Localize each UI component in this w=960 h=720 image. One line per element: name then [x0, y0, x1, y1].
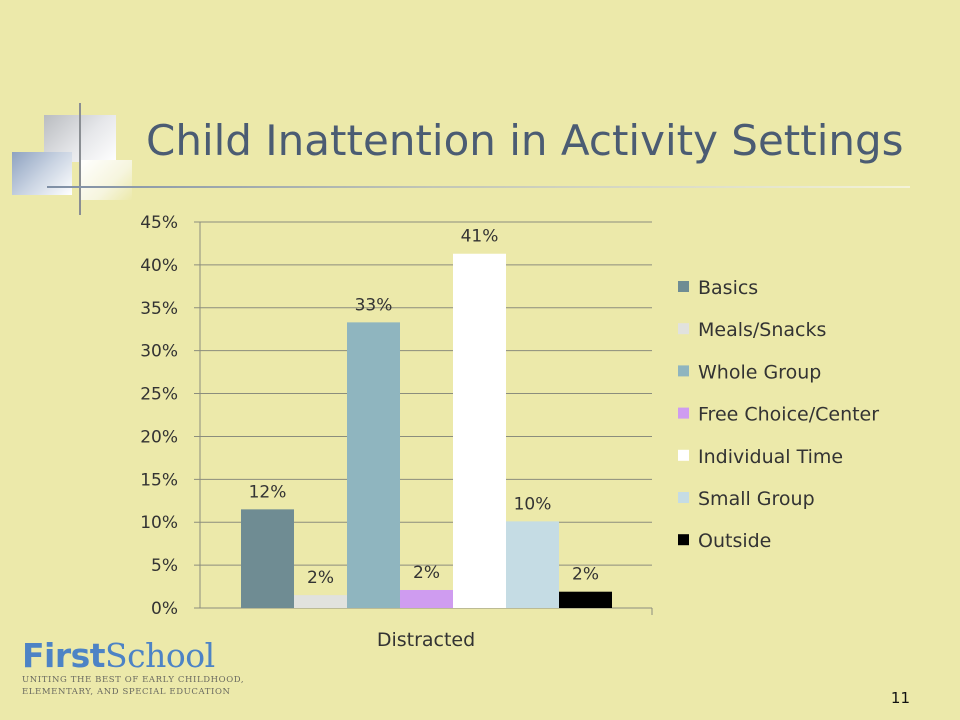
- logo-first-text: First: [22, 636, 106, 675]
- bar-individual-time: [453, 253, 506, 608]
- legend-swatch: [678, 407, 689, 419]
- y-tick-label: 20%: [140, 427, 178, 447]
- legend-label: Individual Time: [698, 446, 843, 468]
- legend-label: Whole Group: [698, 361, 821, 383]
- legend-swatch: [678, 534, 689, 546]
- x-category-label: Distracted: [377, 629, 475, 651]
- bar-outside: [559, 591, 612, 608]
- page-number: 11: [890, 689, 910, 707]
- legend-label: Free Choice/Center: [698, 404, 879, 426]
- title-underline: [47, 186, 910, 188]
- bar-whole-group: [347, 322, 400, 608]
- data-label: 33%: [355, 295, 393, 315]
- legend-swatch: [678, 365, 689, 377]
- bar-free-choice-center: [400, 589, 453, 608]
- logo-wordmark: FirstSchool: [22, 638, 262, 674]
- y-tick-label: 0%: [151, 599, 178, 619]
- y-tick-label: 5%: [151, 556, 178, 576]
- data-label: 41%: [461, 227, 499, 247]
- logo-tagline-1: UNITING THE BEST OF EARLY CHILDHOOD,: [22, 675, 245, 685]
- y-tick-label: 45%: [140, 213, 178, 233]
- legend-swatch: [678, 323, 689, 335]
- y-tick-label: 35%: [140, 299, 178, 319]
- bar-meals-snacks: [294, 595, 347, 608]
- legend-swatch: [678, 492, 689, 503]
- legend-label: Meals/Snacks: [698, 319, 826, 341]
- legend-label: Outside: [698, 530, 771, 552]
- slide-title: Child Inattention in Activity Settings: [146, 116, 904, 165]
- data-label: 12%: [249, 482, 287, 502]
- logo-school-text: School: [105, 636, 215, 675]
- bar-basics: [241, 509, 294, 608]
- legend-label: Basics: [698, 277, 758, 299]
- legend-swatch: [678, 281, 689, 292]
- y-tick-label: 30%: [140, 342, 178, 362]
- data-label: 10%: [514, 494, 552, 514]
- legend-label: Small Group: [698, 488, 815, 510]
- legend-swatch: [678, 449, 689, 461]
- firstschool-logo: FirstSchool UNITING THE BEST OF EARLY CH…: [22, 638, 262, 698]
- logo-tagline-2: ELEMENTARY, AND SPECIAL EDUCATION: [22, 687, 231, 697]
- data-label: 2%: [307, 568, 334, 588]
- decor-square-light: [80, 160, 132, 200]
- y-tick-label: 25%: [140, 385, 178, 405]
- y-tick-label: 40%: [140, 256, 178, 276]
- data-label: 2%: [572, 565, 599, 585]
- y-tick-label: 10%: [140, 513, 178, 533]
- data-label: 2%: [413, 563, 440, 583]
- decor-vertical-line: [79, 103, 81, 215]
- y-tick-label: 15%: [140, 470, 178, 490]
- bar-small-group: [506, 521, 559, 608]
